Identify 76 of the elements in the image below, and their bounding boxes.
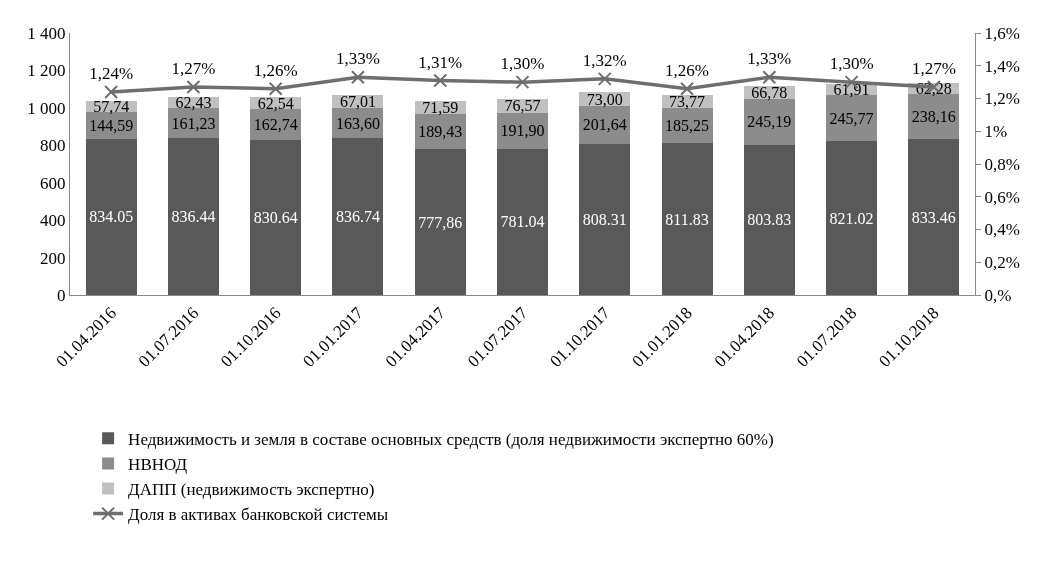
data-label: 201,64 [582, 116, 627, 134]
y-tick-label: 1 400 [27, 23, 66, 43]
legend-label: ДАПП (недвижимость экспертно) [128, 480, 375, 500]
data-label: 61,91 [833, 81, 870, 99]
data-label: 1,32% [582, 51, 627, 71]
data-label: 1,30% [500, 54, 545, 74]
legend-label: Недвижимость и земля в составе основных средств (доля недвижимости экспертно 60%) [128, 429, 774, 449]
data-label: 1,26% [665, 60, 710, 80]
data-label: 803.83 [747, 211, 792, 229]
y2-tick-label: 0,% [984, 285, 1012, 305]
data-label: 71,59 [422, 98, 459, 116]
data-label: 1,33% [747, 49, 792, 69]
legend-label: НВНОД [128, 455, 188, 475]
data-label: 73,00 [586, 90, 623, 108]
bar [250, 139, 302, 295]
data-label: 238,16 [911, 108, 956, 126]
data-label: 245,77 [829, 109, 874, 127]
data-label: 834.05 [89, 208, 134, 226]
bar [167, 138, 219, 295]
y2-tick-label: 0,2% [984, 253, 1020, 273]
data-label: 144,59 [89, 116, 134, 134]
y2-tick-label: 1,4% [984, 56, 1020, 76]
data-label: 57,74 [93, 97, 130, 115]
data-label: 821.02 [829, 209, 874, 227]
data-label: 1,31% [418, 52, 463, 72]
y2-tick-label: 1% [984, 122, 1008, 142]
data-label: 1,30% [829, 54, 874, 74]
data-label: 836.74 [335, 208, 380, 226]
data-label: 62,54 [257, 94, 294, 112]
y-tick-label: 0 [57, 285, 66, 305]
y2-tick-label: 1,6% [984, 23, 1020, 43]
data-label: 73,77 [669, 93, 706, 110]
y-tick-label: 1 000 [27, 98, 66, 118]
data-label: 185,25 [665, 117, 710, 135]
y2-tick-label: 0,6% [984, 187, 1020, 207]
bar [826, 141, 878, 295]
bar [414, 149, 466, 295]
y-tick-label: 1 200 [27, 61, 66, 81]
y-tick-label: 200 [40, 248, 66, 268]
y2-tick-label: 0,8% [984, 154, 1020, 174]
data-label: 777,86 [418, 213, 463, 231]
data-label: 66,78 [751, 83, 788, 101]
bar [743, 144, 795, 295]
y-tick-label: 400 [40, 211, 66, 231]
data-label: 836.44 [171, 208, 216, 226]
data-label: 811.83 [665, 210, 709, 228]
data-label: 1,27% [171, 59, 216, 79]
bar [826, 95, 878, 142]
data-label: 76,57 [504, 97, 541, 115]
data-label: 1,33% [335, 49, 380, 69]
data-label: 162,74 [253, 115, 298, 133]
y2-tick-label: 0,4% [984, 220, 1020, 240]
data-label: 161,23 [171, 114, 216, 132]
data-label: 1,27% [911, 59, 956, 79]
data-label: 62,43 [175, 93, 212, 111]
bar [579, 143, 631, 295]
data-label: 1,24% [89, 64, 134, 84]
data-label: 808.31 [582, 210, 627, 228]
bar [908, 139, 960, 295]
data-label: 189,43 [418, 123, 463, 141]
bar [661, 143, 713, 295]
data-label: 1,26% [253, 60, 298, 80]
data-label: 830.64 [253, 208, 298, 226]
bar [497, 148, 548, 295]
bar [85, 138, 137, 295]
y-tick-label: 800 [40, 136, 66, 156]
bar [332, 138, 384, 295]
data-label: 245,19 [747, 113, 792, 131]
legend-label: Доля в активах банковской системы [128, 505, 389, 525]
data-label: 833.46 [911, 208, 956, 226]
data-label: 191,90 [500, 122, 545, 140]
data-label: 67,01 [339, 93, 376, 111]
data-label: 163,60 [335, 114, 380, 132]
y-tick-label: 600 [40, 173, 66, 193]
y2-tick-label: 1,2% [984, 89, 1020, 109]
data-label: 781.04 [500, 213, 545, 231]
